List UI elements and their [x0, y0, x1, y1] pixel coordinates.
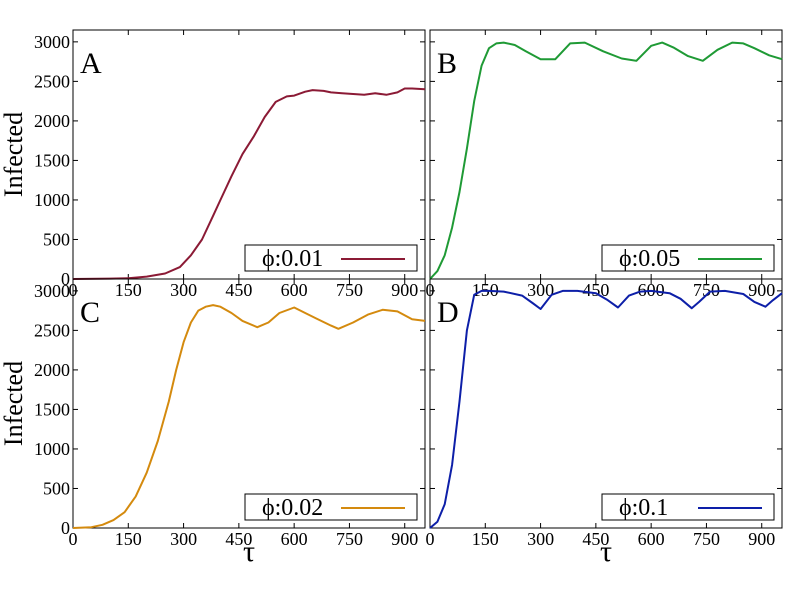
- series-line: [429, 289, 783, 529]
- y-tick-label: 1000: [34, 439, 70, 459]
- x-tick-label: 450: [582, 529, 609, 549]
- y-tick-label: 1000: [34, 190, 70, 210]
- legend: ϕ:0.05: [601, 244, 775, 272]
- x-tick-label: 750: [693, 280, 720, 300]
- legend: ϕ:0.02: [244, 493, 418, 521]
- y-tick-label: 0: [61, 518, 70, 538]
- x-tick-label: 150: [472, 529, 499, 549]
- x-tick-label: 600: [281, 280, 308, 300]
- x-tick-label: 300: [170, 529, 197, 549]
- plot-frame: [72, 29, 426, 280]
- x-tick-label: 900: [748, 280, 775, 300]
- y-tick-label: 1500: [34, 399, 70, 419]
- y-tick-label: 2500: [34, 320, 70, 340]
- x-tick-label: 150: [115, 280, 142, 300]
- x-tick-label: 900: [391, 280, 418, 300]
- x-tick-label: 300: [170, 280, 197, 300]
- x-tick-label: 300: [527, 529, 554, 549]
- series-line: [72, 87, 426, 280]
- x-tick-label: 450: [582, 280, 609, 300]
- y-tick-label: 2000: [34, 360, 70, 380]
- y-tick-label: 500: [43, 229, 70, 249]
- series-line: [72, 304, 426, 529]
- series-line: [429, 41, 783, 280]
- y-tick-label: 0: [61, 269, 70, 289]
- x-tick-label: 0: [69, 529, 78, 549]
- legend-label: ϕ:0.01: [262, 246, 323, 272]
- x-tick-label: 750: [693, 529, 720, 549]
- y-tick-label: 2500: [34, 71, 70, 91]
- legend-label: ϕ:0.1: [619, 495, 668, 521]
- y-tick-label: 1500: [34, 150, 70, 170]
- x-tick-label: 150: [115, 529, 142, 549]
- panel-d: 0 150 300 450 600 750 900 Dϕ:0.1 τ: [426, 278, 783, 568]
- legend-label: ϕ:0.02: [262, 495, 323, 521]
- x-tick-label: 300: [527, 280, 554, 300]
- plot-frame: [429, 278, 783, 529]
- y-axis-label: Infected: [0, 112, 28, 197]
- x-tick-label: 600: [281, 529, 308, 549]
- plot-frame: [72, 278, 426, 529]
- legend-box: [244, 493, 418, 521]
- x-tick-label: 0: [426, 529, 435, 549]
- y-tick-label: 2000: [34, 111, 70, 131]
- panel-c: 0 150 300 450 600 750 900 0 500 1000 1500 2000 2500 3…: [0, 278, 426, 568]
- x-axis-label: τ: [600, 535, 612, 568]
- x-tick-label: 450: [225, 280, 252, 300]
- panel-label: A: [80, 47, 102, 80]
- x-tick-label: 750: [336, 280, 363, 300]
- panel-label: D: [437, 296, 459, 329]
- legend: ϕ:0.01: [244, 244, 418, 272]
- x-tick-label: 900: [391, 529, 418, 549]
- x-tick-label: 900: [748, 529, 775, 549]
- legend: ϕ:0.1: [601, 493, 775, 521]
- y-axis-label: Infected: [0, 361, 28, 446]
- y-tick-label: 3000: [34, 281, 70, 301]
- legend-box: [601, 493, 775, 521]
- panel-label: B: [437, 47, 457, 80]
- plot-frame: [429, 29, 783, 280]
- y-tick-label: 500: [43, 478, 70, 498]
- x-tick-label: 600: [638, 529, 665, 549]
- panel-a: 0 150 300 450 600 750 900050010001500200025003…: [0, 29, 426, 300]
- x-tick-label: 750: [336, 529, 363, 549]
- panel-label: C: [80, 296, 100, 329]
- x-tick-label: 450: [225, 529, 252, 549]
- y-tick-label: 3000: [34, 32, 70, 52]
- legend-label: ϕ:0.05: [619, 246, 680, 272]
- x-axis-label: τ: [243, 535, 255, 568]
